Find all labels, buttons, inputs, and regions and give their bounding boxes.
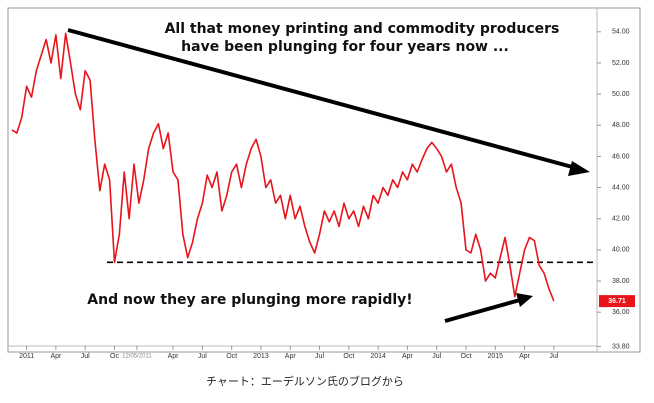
y-tick-label: 50.00 <box>612 91 630 98</box>
x-tick-label: Jul <box>315 353 324 360</box>
y-tick-label: 38.00 <box>612 278 630 285</box>
y-tick-label: 48.00 <box>612 122 630 129</box>
x-tick-label: Apr <box>285 353 297 360</box>
plot: 54.00 52.00 50.00 48.00 46.00 44.00 42.00 40.00… <box>11 29 635 360</box>
y-tick-label: 54.00 <box>612 29 630 36</box>
recent-arrow <box>444 298 521 323</box>
annotation: have been plunging for four years now ..… <box>181 39 509 55</box>
x-tick-label: Oc <box>110 353 119 360</box>
y-tick-label: 46.00 <box>612 153 630 160</box>
y-tick-label: 36.00 <box>612 309 630 316</box>
trend-arrow-head <box>568 161 590 176</box>
x-tick-label: 2011 <box>19 353 34 360</box>
x-tick-label: 12/05/2011 <box>122 354 152 360</box>
x-tick-label: Oct <box>343 353 354 360</box>
x-tick-label: 2015 <box>487 353 503 360</box>
x-tick-label: Apr <box>519 353 531 360</box>
recent-arrow-head <box>516 293 533 307</box>
y-tick-label: 33.80 <box>612 343 630 350</box>
y-tick-label: 40.00 <box>612 247 630 254</box>
annotation: And now they are plunging more rapidly! <box>87 292 412 308</box>
trend-arrow <box>67 28 577 170</box>
x-tick-label: Oct <box>226 353 237 360</box>
x-tick-label: Jul <box>549 353 558 360</box>
y-tick-label: 44.00 <box>612 184 630 191</box>
y-tick-label: 52.00 <box>612 60 630 67</box>
caption: チャート：エーデルソン氏のブログから <box>206 374 404 388</box>
last-value-label: 36.71 <box>608 298 626 305</box>
x-tick-label: Apr <box>402 353 414 360</box>
x-tick-label: Jul <box>432 353 441 360</box>
x-tick-label: 2013 <box>253 353 269 360</box>
y-tick-label: 42.00 <box>612 216 630 223</box>
chart-frame <box>7 7 641 353</box>
annotation: All that money printing and commodity pr… <box>165 21 560 37</box>
last-value-box <box>599 295 635 308</box>
x-tick-label: Apr <box>168 353 180 360</box>
x-tick-label: 2014 <box>370 353 386 360</box>
x-tick-label: Jul <box>81 353 90 360</box>
x-tick-label: Apr <box>50 353 62 360</box>
price-line <box>11 32 555 302</box>
x-tick-label: Oct <box>461 353 472 360</box>
x-tick-label: Jul <box>198 353 207 360</box>
